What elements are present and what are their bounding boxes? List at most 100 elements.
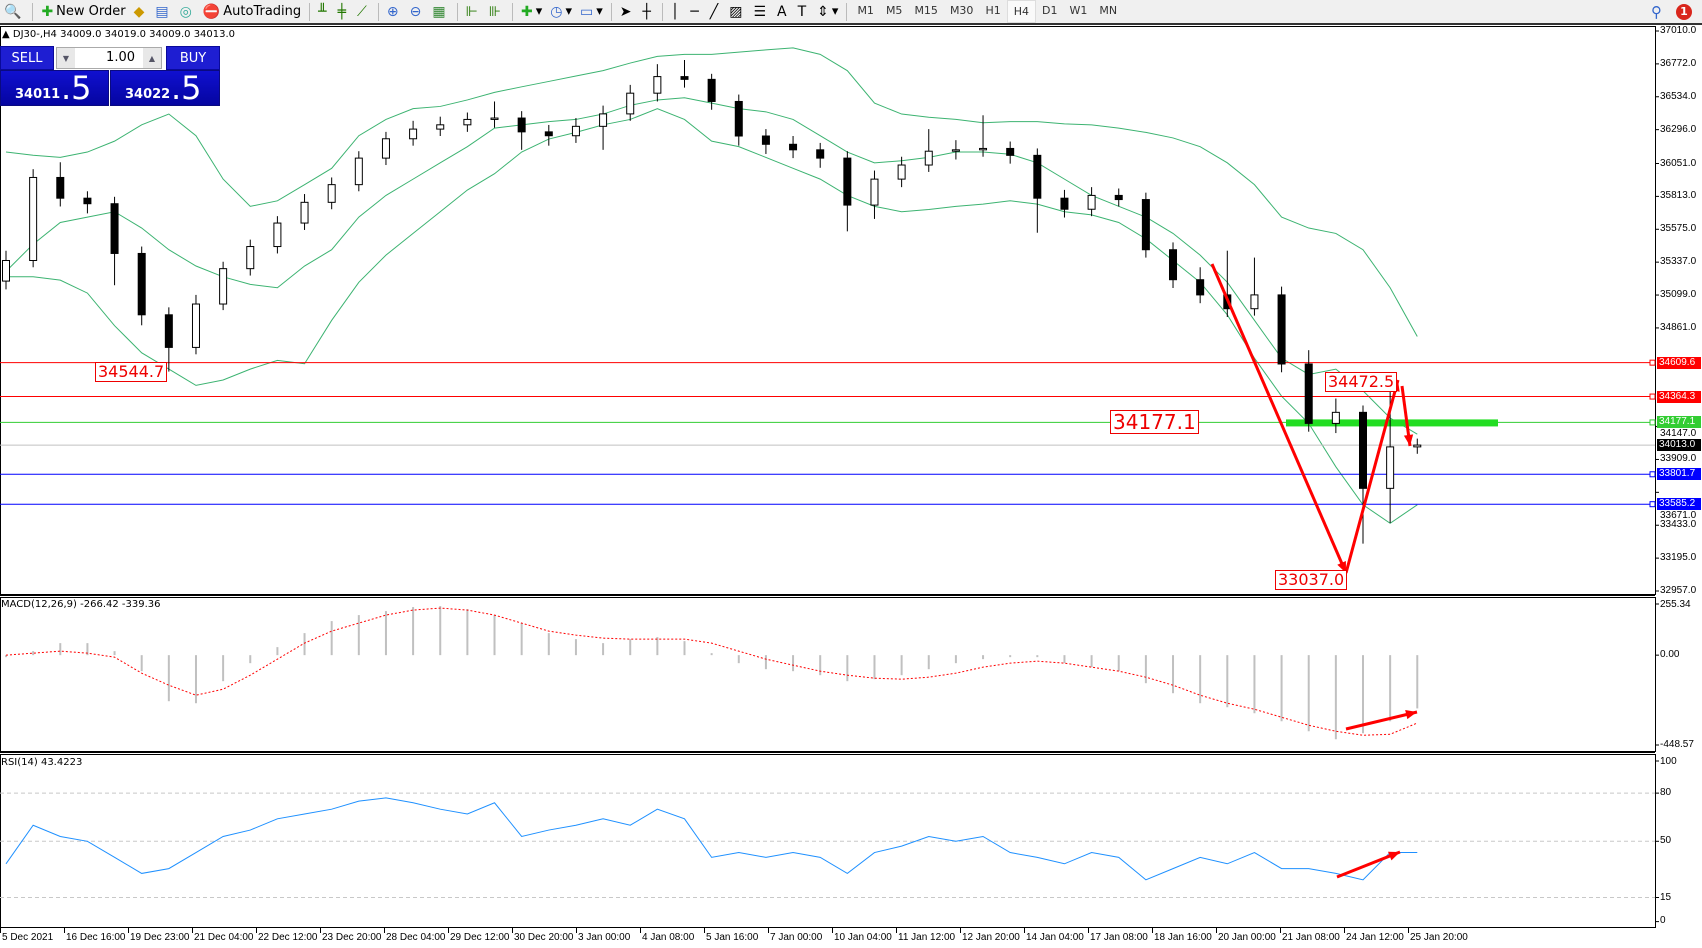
rsi-arrow — [1336, 850, 1401, 879]
date-tick-label: 20 Jan 00:00 — [1218, 932, 1276, 943]
sell-price-button[interactable]: 34011 .5 — [0, 69, 109, 107]
date-tick-label: 18 Jan 16:00 — [1154, 932, 1212, 943]
bullish-candle — [436, 124, 445, 130]
timeframe-h4[interactable]: H4 — [1006, 0, 1036, 23]
divider — [377, 2, 379, 21]
zoom-in-button[interactable]: ⊕ — [383, 1, 406, 22]
lot-size-input[interactable]: ▼ 1.00 ▲ — [56, 47, 162, 69]
equidistant-channel-button[interactable]: ▨ — [725, 1, 749, 22]
zoom-out-button[interactable]: ⊖ — [406, 1, 429, 22]
sell-button[interactable]: SELL — [0, 46, 54, 70]
new-order-icon: ✚ — [41, 3, 54, 20]
zoom-out-icon: ⊖ — [409, 3, 422, 20]
price-level-label: 33585.2 — [1657, 498, 1701, 511]
bullish-candle — [409, 128, 418, 140]
buy-price-button[interactable]: 34022 .5 — [110, 69, 220, 107]
timeframe-m5[interactable]: M5 — [885, 4, 903, 17]
timeframe-m15[interactable]: M15 — [914, 4, 938, 17]
date-tick-label: 17 Jan 08:00 — [1090, 932, 1148, 943]
horizontal-line-button[interactable]: ─ — [686, 1, 705, 22]
sell-price: 34011 — [15, 87, 61, 102]
timeframe-h1[interactable]: H1 — [985, 4, 1001, 17]
new-order-button[interactable]: ✚ New Order — [37, 1, 129, 22]
date-tick-label: 23 Dec 20:00 — [322, 932, 382, 943]
main-panel-frame — [0, 26, 1656, 595]
bullish-candle — [599, 113, 608, 127]
template-icon: ▭ — [579, 3, 594, 20]
level-handle — [1649, 359, 1656, 366]
bearish-candle — [1141, 199, 1150, 251]
date-tick-label: 5 Dec 2021 — [2, 932, 54, 943]
text-button[interactable]: A — [773, 1, 794, 22]
buy-button[interactable]: BUY — [166, 46, 220, 70]
bullish-candle — [219, 268, 228, 305]
arrows-button[interactable]: ⇕ ▾ — [817, 3, 839, 20]
bullish-candle — [327, 184, 336, 203]
bar-chart-icon: ╨ — [318, 3, 327, 20]
timeframe-d1[interactable]: D1 — [1042, 4, 1058, 17]
price-annotation: 34472.5 — [1325, 372, 1398, 392]
crosshair-button[interactable]: ┼ — [638, 1, 657, 22]
price-level-label: 34609.6 — [1657, 356, 1701, 369]
trendline-button[interactable]: ╱ — [706, 1, 725, 22]
grid-icon: ▦ — [432, 3, 446, 20]
templates-button[interactable]: ▭ ▾ — [579, 3, 603, 20]
vertical-line-icon: │ — [670, 3, 680, 20]
fibonacci-icon: ☰ — [753, 3, 767, 20]
cursor-button[interactable]: ➤ — [616, 1, 639, 22]
auto-scroll-button[interactable]: ⊩ — [462, 1, 485, 22]
symbol-ohlc: DJ30-,H4 34009.0 34019.0 34009.0 34013.0 — [12, 29, 236, 40]
chart-shift-button[interactable]: ⊪ — [485, 1, 508, 22]
bearish-candle — [1060, 197, 1069, 210]
price-tick-label: 35813.0 — [1660, 190, 1697, 202]
notification-badge[interactable]: 1 — [1676, 3, 1692, 20]
rsi-arrow-head — [1388, 851, 1400, 861]
signals-button[interactable]: ◎ — [176, 1, 199, 22]
price-tick-label: 34861.0 — [1660, 321, 1697, 333]
search-button[interactable]: 🔍 — [0, 1, 28, 22]
vertical-line-button[interactable]: │ — [667, 1, 686, 22]
sell-price-pips: .5 — [61, 69, 92, 107]
navigator-button[interactable]: ▤ — [151, 1, 175, 22]
tile-windows-button[interactable]: ▦ — [428, 1, 452, 22]
search-icon[interactable]: ⚲ — [1651, 2, 1662, 21]
fibonacci-button[interactable]: ☰ — [749, 1, 773, 22]
bearish-candle — [1114, 194, 1123, 201]
bearish-candle — [110, 203, 119, 254]
timeframe-w1[interactable]: W1 — [1069, 4, 1088, 17]
price-tick-label: 32957.0 — [1660, 585, 1697, 596]
bearish-candle — [1006, 147, 1015, 156]
bar-chart-button[interactable]: ╨ — [314, 1, 333, 22]
bullish-candle — [1386, 446, 1395, 489]
text-label-button[interactable]: T — [794, 1, 814, 22]
trendline-icon: ╱ — [709, 3, 719, 20]
level-handle — [1649, 419, 1656, 426]
lot-increase-button[interactable]: ▲ — [143, 48, 161, 68]
macd-panel-frame — [0, 597, 1656, 752]
date-tick-label: 22 Dec 12:00 — [258, 932, 318, 943]
price-annotation: 34544.7 — [95, 362, 168, 382]
bullish-candle — [1087, 194, 1096, 210]
metaeditor-button[interactable]: ◆ — [130, 1, 152, 22]
indicators-icon: ✚ — [520, 3, 533, 20]
timeframe-m1[interactable]: M1 — [857, 4, 874, 17]
lot-decrease-button[interactable]: ▼ — [57, 48, 75, 68]
price-tick-label: 37010.0 — [1660, 25, 1697, 36]
line-chart-button[interactable]: ⟋ — [353, 1, 374, 22]
magnifier-icon: 🔍 — [4, 3, 22, 20]
price-annotation: 33037.0 — [1275, 570, 1348, 590]
autotrading-button[interactable]: ⛔ AutoTrading — [199, 1, 305, 22]
date-tick-label: 25 Jan 20:00 — [1410, 932, 1468, 943]
timeframe-mn[interactable]: MN — [1099, 4, 1118, 17]
periods-button[interactable]: ◷ ▾ — [550, 3, 572, 20]
bullish-candle — [354, 157, 363, 186]
bullish-candle — [2, 259, 10, 282]
rsi-title: RSI(14) 43.4223 — [1, 757, 83, 768]
candlestick-button[interactable]: ╪ — [334, 1, 353, 22]
text-label-icon: T — [797, 3, 807, 20]
indicators-button[interactable]: ✚ ▾ — [520, 3, 543, 20]
date-tick-label: 30 Dec 20:00 — [514, 932, 574, 943]
bearish-candle — [789, 143, 798, 151]
timeframe-m30[interactable]: M30 — [949, 4, 974, 17]
